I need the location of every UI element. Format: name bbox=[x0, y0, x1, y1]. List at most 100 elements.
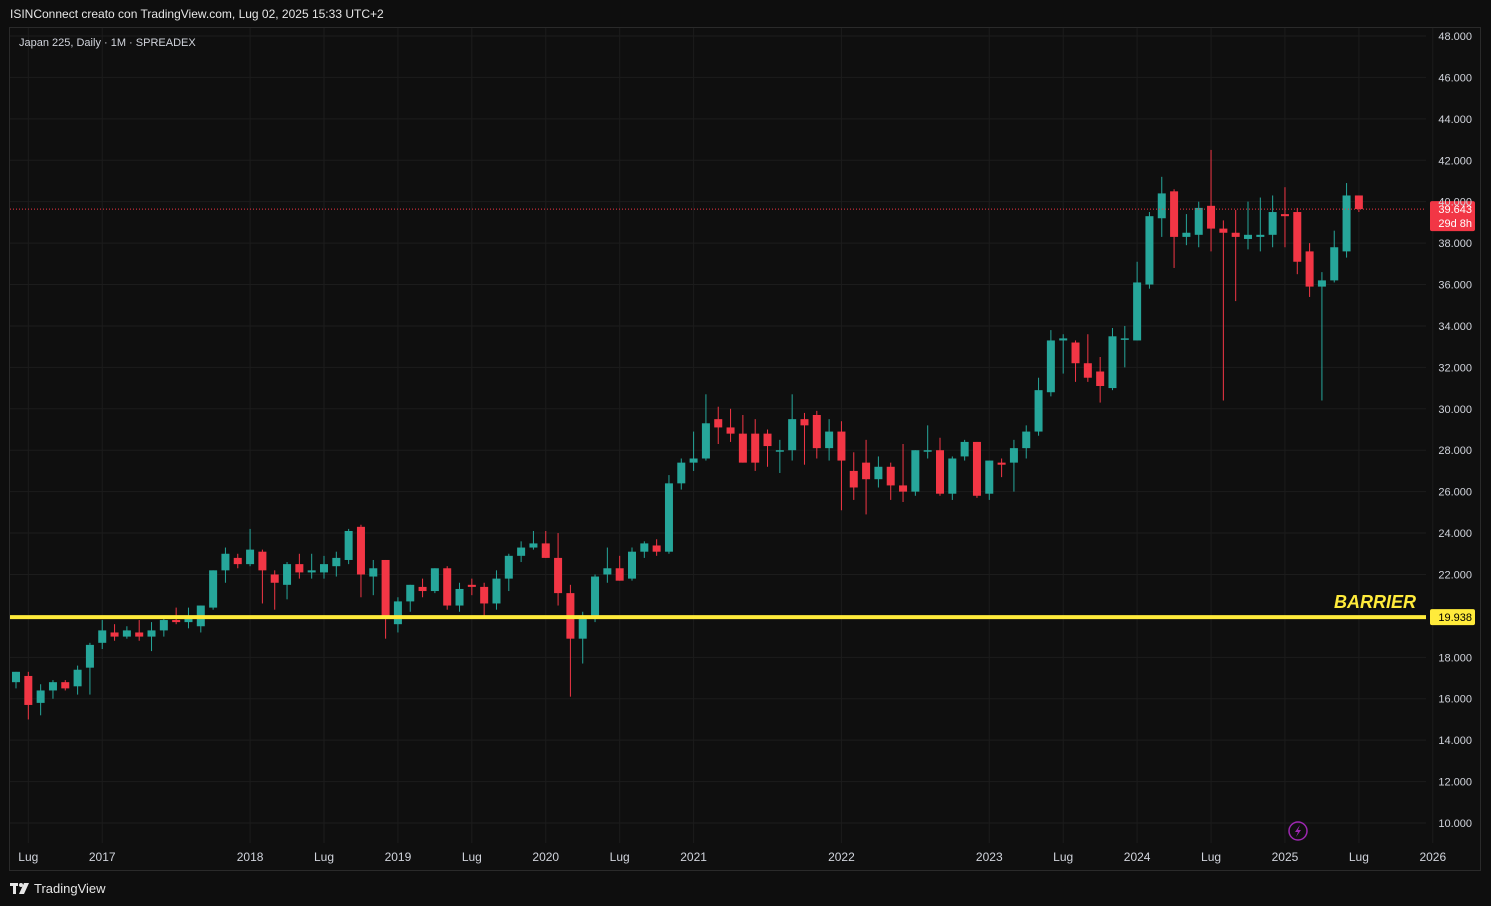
candle-body[interactable] bbox=[775, 450, 784, 452]
candle-body[interactable] bbox=[246, 549, 255, 565]
candle-body[interactable] bbox=[615, 568, 624, 581]
candle-body[interactable] bbox=[443, 568, 452, 606]
candle-body[interactable] bbox=[1157, 193, 1166, 219]
candle-body[interactable] bbox=[1133, 282, 1142, 341]
candle-body[interactable] bbox=[862, 462, 871, 480]
candle-body[interactable] bbox=[295, 564, 304, 573]
candle-body[interactable] bbox=[1083, 363, 1092, 378]
candle-body[interactable] bbox=[603, 568, 612, 575]
candle-body[interactable] bbox=[923, 450, 932, 452]
candle-body[interactable] bbox=[788, 419, 797, 451]
candle-body[interactable] bbox=[689, 458, 698, 463]
candle-body[interactable] bbox=[480, 586, 489, 604]
candle-body[interactable] bbox=[1219, 228, 1228, 233]
candle-body[interactable] bbox=[652, 545, 661, 552]
candle-body[interactable] bbox=[393, 601, 402, 625]
candle-body[interactable] bbox=[12, 671, 20, 683]
candle-body[interactable] bbox=[751, 433, 760, 463]
candle-body[interactable] bbox=[1293, 212, 1302, 262]
candle-body[interactable] bbox=[1207, 205, 1216, 229]
candle-body[interactable] bbox=[1096, 371, 1105, 387]
candle-body[interactable] bbox=[344, 530, 353, 560]
candle-body[interactable] bbox=[874, 466, 883, 480]
candle-body[interactable] bbox=[1009, 448, 1018, 463]
candle-body[interactable] bbox=[467, 584, 476, 587]
candle-body[interactable] bbox=[258, 551, 267, 571]
candle-body[interactable] bbox=[1231, 232, 1240, 237]
candle-body[interactable] bbox=[455, 588, 464, 606]
candle-body[interactable] bbox=[763, 433, 772, 447]
candle-body[interactable] bbox=[283, 564, 292, 585]
candle-body[interactable] bbox=[61, 682, 70, 689]
candle-body[interactable] bbox=[899, 485, 908, 492]
candle-body[interactable] bbox=[110, 632, 119, 637]
candle-body[interactable] bbox=[1145, 216, 1154, 285]
candle-body[interactable] bbox=[418, 586, 427, 592]
candle-body[interactable] bbox=[36, 690, 45, 703]
candle-body[interactable] bbox=[997, 462, 1006, 465]
candle-body[interactable] bbox=[1305, 251, 1314, 287]
candle-body[interactable] bbox=[1244, 234, 1252, 239]
candle-body[interactable] bbox=[24, 675, 33, 705]
candle-body[interactable] bbox=[726, 427, 735, 434]
candle-body[interactable] bbox=[1071, 342, 1080, 364]
candle-body[interactable] bbox=[172, 620, 181, 623]
candle-body[interactable] bbox=[985, 460, 994, 494]
candle-body[interactable] bbox=[677, 462, 686, 484]
candle-body[interactable] bbox=[1046, 340, 1055, 393]
candle-body[interactable] bbox=[430, 568, 439, 592]
candle-body[interactable] bbox=[356, 526, 365, 575]
candle-body[interactable] bbox=[98, 630, 107, 643]
candle-body[interactable] bbox=[1330, 247, 1339, 281]
candle-body[interactable] bbox=[640, 543, 649, 552]
candle-body[interactable] bbox=[1354, 195, 1363, 210]
candle-body[interactable] bbox=[517, 547, 526, 556]
candle-body[interactable] bbox=[492, 578, 501, 604]
candle-body[interactable] bbox=[738, 433, 747, 463]
candle-body[interactable] bbox=[406, 584, 415, 602]
candle-body[interactable] bbox=[73, 669, 82, 687]
candle-body[interactable] bbox=[320, 564, 328, 573]
candle-body[interactable] bbox=[233, 557, 242, 565]
candle-body[interactable] bbox=[1317, 280, 1326, 287]
candle-body[interactable] bbox=[541, 543, 550, 558]
chart-panel[interactable]: 39.643 29d 8h 19.938 BARRIER 48.000 46.000 44… bbox=[9, 27, 1481, 871]
candle-body[interactable] bbox=[209, 570, 218, 608]
candle-body[interactable] bbox=[714, 419, 723, 428]
candle-body[interactable] bbox=[85, 644, 94, 668]
candle-body[interactable] bbox=[1034, 390, 1043, 432]
candle-body[interactable] bbox=[837, 431, 846, 461]
candle-body[interactable] bbox=[812, 415, 821, 449]
candle-body[interactable] bbox=[122, 630, 131, 637]
candle-body[interactable] bbox=[147, 630, 156, 637]
candle-body[interactable] bbox=[1120, 338, 1129, 340]
candle-body[interactable] bbox=[332, 557, 341, 567]
candle-body[interactable] bbox=[529, 543, 538, 548]
candle-body[interactable] bbox=[948, 458, 957, 494]
candle-body[interactable] bbox=[825, 431, 834, 449]
candle-body[interactable] bbox=[1182, 232, 1191, 237]
candle-body[interactable] bbox=[554, 557, 563, 594]
candle-body[interactable] bbox=[701, 423, 710, 459]
candle-body[interactable] bbox=[1256, 234, 1265, 237]
candle-body[interactable] bbox=[1342, 195, 1351, 252]
candle-body[interactable] bbox=[135, 632, 144, 637]
candle-body[interactable] bbox=[1022, 431, 1031, 449]
candlestick-chart[interactable]: 39.643 29d 8h 19.938 BARRIER 48.000 46.000 44… bbox=[10, 28, 1480, 870]
candle-body[interactable] bbox=[307, 570, 316, 573]
tradingview-logo[interactable]: TradingView bbox=[10, 880, 106, 896]
candle-body[interactable] bbox=[159, 620, 168, 631]
candle-body[interactable] bbox=[578, 615, 587, 639]
candle-body[interactable] bbox=[936, 450, 944, 494]
candle-body[interactable] bbox=[664, 483, 673, 552]
candle-body[interactable] bbox=[504, 555, 513, 579]
candle-body[interactable] bbox=[221, 553, 230, 571]
candle-body[interactable] bbox=[1280, 214, 1289, 217]
candle-body[interactable] bbox=[270, 574, 279, 583]
lightning-icon[interactable] bbox=[1288, 821, 1308, 841]
candle-body[interactable] bbox=[369, 568, 378, 577]
candle-body[interactable] bbox=[849, 470, 858, 488]
candle-body[interactable] bbox=[591, 576, 600, 616]
candle-body[interactable] bbox=[911, 450, 920, 492]
candle-body[interactable] bbox=[1108, 336, 1117, 389]
